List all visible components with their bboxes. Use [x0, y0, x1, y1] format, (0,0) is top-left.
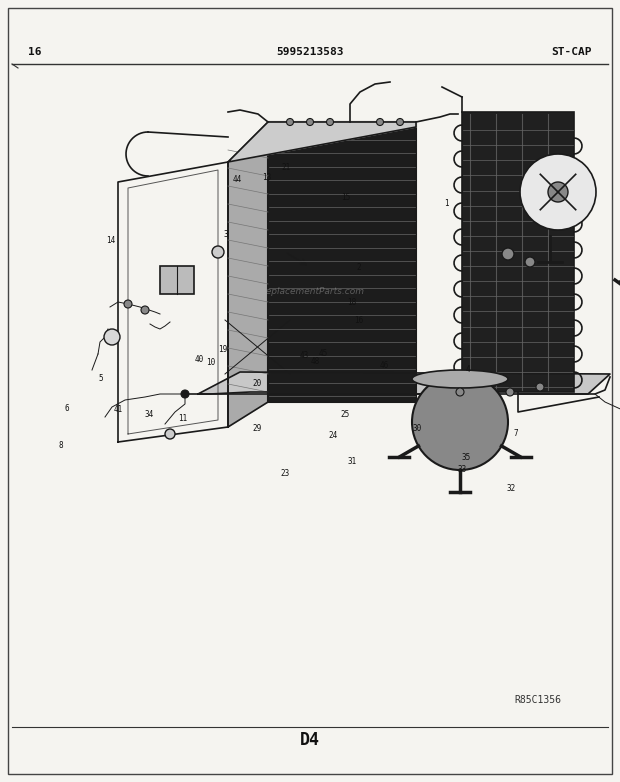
- Circle shape: [124, 300, 132, 308]
- Text: 8: 8: [58, 441, 63, 450]
- Circle shape: [456, 388, 464, 396]
- Circle shape: [397, 119, 404, 125]
- Text: 19: 19: [219, 345, 228, 354]
- Circle shape: [536, 383, 544, 391]
- Text: 43: 43: [299, 351, 308, 361]
- Text: 14: 14: [106, 236, 115, 246]
- Text: 46: 46: [380, 361, 389, 371]
- Circle shape: [286, 119, 293, 125]
- Circle shape: [181, 390, 189, 398]
- Circle shape: [412, 374, 508, 470]
- Circle shape: [376, 119, 384, 125]
- Circle shape: [520, 154, 596, 230]
- Text: 18: 18: [348, 298, 356, 307]
- Text: 25: 25: [340, 410, 349, 419]
- Text: 40: 40: [195, 355, 204, 364]
- Text: 5: 5: [98, 374, 103, 383]
- Text: 10: 10: [206, 357, 215, 367]
- Ellipse shape: [412, 370, 508, 388]
- Text: 35: 35: [462, 453, 471, 462]
- Bar: [268, 122, 416, 402]
- Text: D4: D4: [300, 731, 320, 749]
- Circle shape: [141, 306, 149, 314]
- Circle shape: [548, 182, 568, 202]
- Text: eReplacementParts.com: eReplacementParts.com: [255, 288, 365, 296]
- Text: 30: 30: [412, 424, 421, 433]
- Text: 20: 20: [253, 378, 262, 388]
- Text: 29: 29: [253, 424, 262, 433]
- Circle shape: [212, 246, 224, 258]
- Text: 45: 45: [319, 349, 328, 358]
- Text: 16: 16: [28, 47, 42, 57]
- Circle shape: [506, 388, 514, 396]
- Polygon shape: [198, 372, 610, 394]
- Text: 11: 11: [179, 414, 187, 423]
- Circle shape: [502, 248, 514, 260]
- Text: 23: 23: [281, 468, 290, 478]
- Polygon shape: [228, 122, 268, 427]
- Text: 33: 33: [458, 465, 466, 474]
- Polygon shape: [228, 122, 416, 162]
- Text: 2: 2: [356, 263, 361, 272]
- Text: 32: 32: [507, 484, 516, 493]
- Text: 34: 34: [144, 410, 153, 419]
- Text: 41: 41: [113, 405, 122, 414]
- Circle shape: [327, 119, 334, 125]
- Text: 1: 1: [444, 199, 449, 208]
- Circle shape: [525, 257, 535, 267]
- Text: 24: 24: [329, 431, 338, 440]
- Text: R85C1356: R85C1356: [515, 695, 562, 705]
- Bar: [160, 266, 194, 294]
- Bar: [462, 112, 574, 392]
- Circle shape: [104, 329, 120, 345]
- Text: 4: 4: [466, 364, 471, 374]
- Text: 21: 21: [282, 163, 291, 172]
- Text: 16: 16: [354, 316, 363, 325]
- Text: ST-CAP: ST-CAP: [552, 47, 592, 57]
- Circle shape: [165, 429, 175, 439]
- Circle shape: [306, 119, 314, 125]
- Text: 31: 31: [348, 457, 356, 466]
- Text: 15: 15: [342, 192, 350, 202]
- Text: 6: 6: [64, 404, 69, 413]
- Text: 13: 13: [262, 173, 271, 182]
- Text: 48: 48: [311, 357, 319, 366]
- Text: 3: 3: [224, 230, 229, 239]
- Text: 7: 7: [513, 429, 518, 438]
- Text: 5995213583: 5995213583: [277, 47, 343, 57]
- Text: 44: 44: [232, 175, 241, 185]
